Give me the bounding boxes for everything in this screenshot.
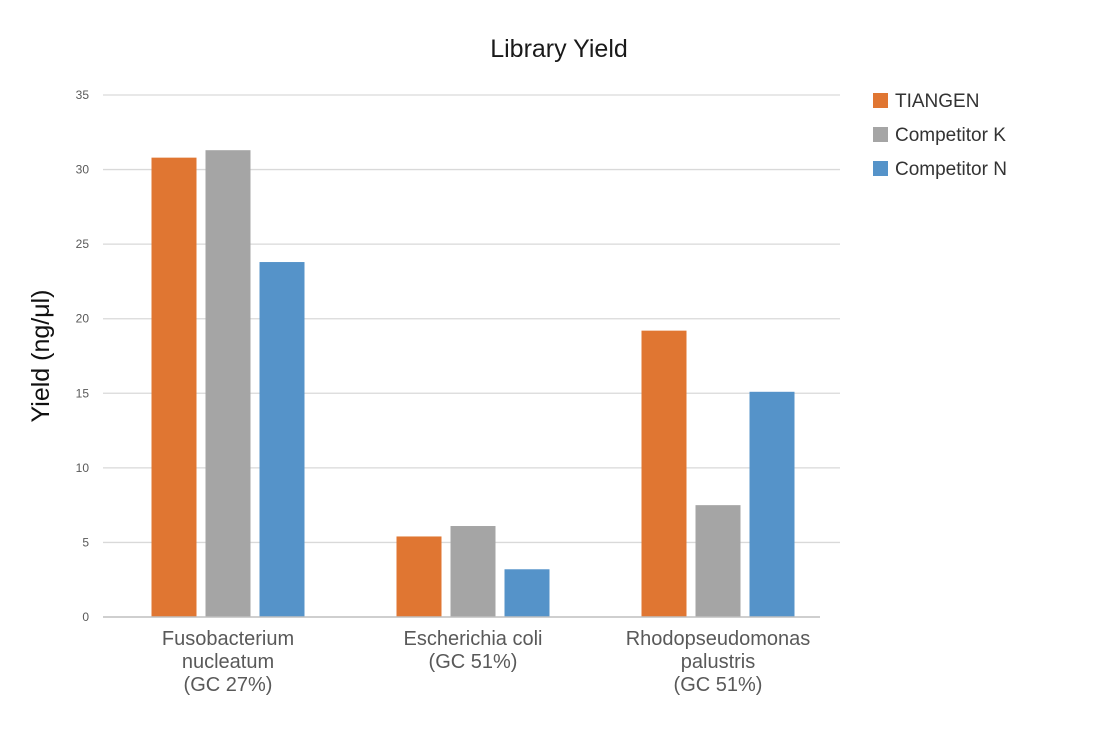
y-tick-label: 25	[76, 237, 90, 251]
y-tick-label: 15	[76, 386, 90, 400]
x-category-label: Escherichia coli(GC 51%)	[404, 628, 543, 673]
bar-tiangen-2	[641, 330, 687, 617]
x-category-label-line: Rhodopseudomonas	[626, 628, 811, 650]
legend-label: Competitor N	[895, 159, 1007, 180]
x-category-label-line: nucleatum	[182, 651, 274, 673]
legend: TIANGEN Competitor K Competitor N	[873, 91, 1007, 180]
legend-label: TIANGEN	[895, 91, 979, 112]
x-category-label-line: (GC 27%)	[184, 674, 273, 696]
y-tick-label: 35	[76, 88, 90, 102]
bars	[151, 150, 795, 617]
legend-swatch	[873, 127, 888, 142]
y-tick-label: 0	[82, 610, 89, 624]
y-tick-label: 5	[82, 535, 89, 549]
y-axis-ticks: 0 5 10 15 20 25 30 35	[76, 88, 90, 624]
x-category-label-line: palustris	[681, 651, 755, 673]
bar-competitor-n-1	[504, 569, 550, 617]
bar-competitor-k-1	[450, 526, 496, 617]
bar-competitor-k-0	[205, 150, 251, 617]
legend-swatch	[873, 161, 888, 176]
bar-tiangen-1	[396, 536, 442, 617]
x-category-label-line: (GC 51%)	[429, 651, 518, 673]
x-category-label-line: Fusobacterium	[162, 628, 294, 650]
bar-competitor-n-2	[749, 391, 795, 617]
bar-competitor-n-0	[259, 262, 305, 617]
x-category-label-line: Escherichia coli	[404, 628, 543, 650]
legend-item: Competitor K	[873, 125, 1006, 146]
legend-label: Competitor K	[895, 125, 1006, 146]
bar-tiangen-0	[151, 157, 197, 617]
bar-competitor-k-2	[695, 505, 741, 617]
legend-item: TIANGEN	[873, 91, 979, 112]
y-tick-label: 30	[76, 163, 90, 177]
y-tick-label: 20	[76, 312, 90, 326]
legend-swatch	[873, 93, 888, 108]
y-axis-label: Yield (ng/μl)	[27, 290, 55, 423]
legend-item: Competitor N	[873, 159, 1007, 180]
y-tick-label: 10	[76, 461, 90, 475]
x-category-label-line: (GC 51%)	[674, 674, 763, 696]
chart-title: Library Yield	[490, 35, 628, 63]
